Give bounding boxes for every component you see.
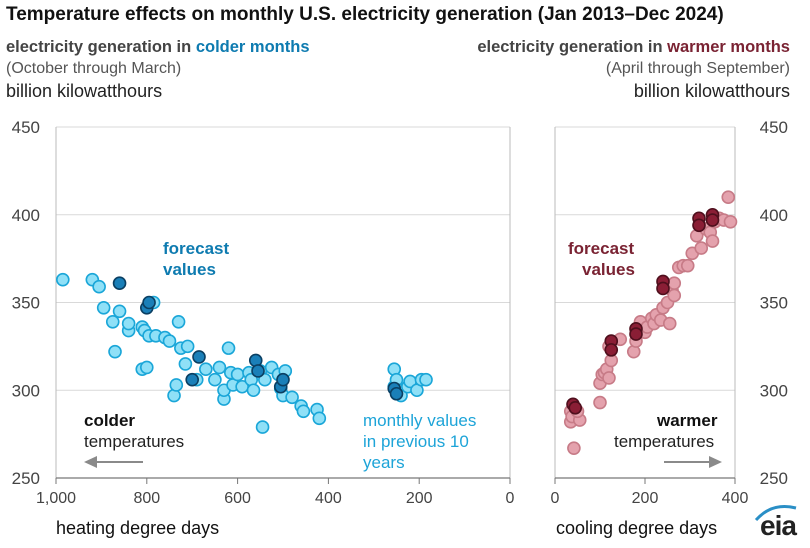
y-tick-label: 250: [12, 469, 40, 488]
right-x-axis-label: cooling degree days: [556, 518, 718, 538]
past-value-point: [96, 300, 111, 315]
x-tick-label: 600: [224, 490, 251, 507]
data-points: [56, 190, 738, 455]
monthly-values-label-2: in previous 10: [363, 432, 469, 451]
tick-labels: 1,000 800 600 400 200 0 250 300 350 400 450 0 200 400…: [12, 118, 788, 507]
y-tick-label: 300: [760, 381, 788, 400]
forecast-value-point: [185, 372, 199, 387]
past-value-point: [285, 390, 299, 405]
x-tick-label: 200: [632, 490, 659, 507]
y-tick-label: 250: [760, 469, 788, 488]
past-value-point: [212, 360, 227, 375]
past-value-point: [92, 279, 106, 294]
past-value-point: [56, 272, 70, 287]
monthly-values-label-1: monthly values: [363, 411, 477, 430]
left-x-axis-label: heating degree days: [56, 518, 220, 538]
forecast-value-point: [656, 281, 670, 296]
forecast-value-point: [705, 213, 720, 227]
forecast-value-point: [251, 364, 265, 378]
forecast-right-label-1: forecast: [568, 239, 635, 258]
y-tick-label: 350: [12, 294, 40, 313]
forecast-value-point: [629, 327, 643, 341]
past-value-point: [667, 276, 682, 290]
past-value-point: [667, 288, 682, 303]
past-value-point: [255, 420, 270, 434]
warmer-label: warmer: [657, 411, 718, 430]
right-header-prefix: electricity generation in: [477, 38, 668, 56]
x-tick-label: 0: [551, 490, 560, 507]
forecast-value-point: [192, 350, 206, 364]
x-tick-label: 200: [406, 490, 433, 507]
chart-title: Temperature effects on monthly U.S. elec…: [6, 4, 724, 25]
monthly-values-label-3: years: [363, 453, 405, 472]
right-panel-months: (April through September): [605, 60, 790, 77]
eia-logo: eia: [760, 510, 797, 541]
left-panel-header: electricity generation in colder months: [6, 38, 310, 57]
right-panel-unit: billion kilowatthours: [633, 81, 790, 101]
y-tick-label: 350: [760, 294, 788, 313]
colder-label: colder: [84, 411, 136, 430]
past-value-point: [662, 316, 677, 331]
past-value-point: [602, 371, 616, 385]
past-value-point: [567, 441, 581, 455]
right-header-highlight: warmer months: [667, 38, 790, 56]
past-value-point: [121, 316, 136, 331]
left-header-highlight: colder months: [195, 38, 310, 56]
forecast-left-label-1: forecast: [163, 239, 230, 258]
forecast-value-point: [276, 372, 290, 387]
past-value-point: [705, 234, 720, 248]
past-value-point: [112, 304, 127, 319]
past-value-point: [199, 362, 213, 376]
axes: [55, 127, 736, 484]
past-value-point: [169, 378, 184, 392]
past-value-point: [140, 360, 154, 375]
y-tick-label: 450: [760, 118, 788, 137]
forecast-value-point: [142, 295, 156, 310]
past-value-point: [230, 367, 245, 382]
right-panel-header: electricity generation in warmer months: [477, 38, 790, 57]
past-value-point: [694, 241, 709, 255]
forecast-value-point: [604, 343, 619, 357]
x-tick-label: 0: [506, 490, 515, 507]
x-tick-label: 400: [315, 490, 342, 507]
forecast-value-point: [568, 400, 583, 415]
past-value-point: [246, 383, 261, 398]
past-value-point: [723, 214, 738, 229]
y-tick-label: 400: [12, 206, 40, 225]
warmer-temperatures-label: temperatures: [614, 432, 715, 451]
past-value-point: [208, 372, 222, 387]
past-value-point: [419, 372, 433, 387]
left-panel-unit: billion kilowatthours: [6, 81, 163, 101]
x-tick-label: 1,000: [36, 490, 76, 507]
past-value-point: [258, 372, 272, 387]
past-value-point: [221, 341, 236, 355]
x-tick-label: 800: [133, 490, 160, 507]
y-tick-label: 400: [760, 206, 788, 225]
past-value-point: [593, 395, 607, 410]
forecast-right-label-2: values: [582, 260, 635, 279]
warmer-arrow: [664, 456, 722, 468]
past-value-point: [171, 315, 186, 329]
past-value-point: [180, 339, 195, 354]
colder-temperatures-label: temperatures: [84, 432, 185, 451]
y-tick-label: 450: [12, 118, 40, 137]
colder-arrow: [84, 456, 143, 468]
forecast-value-point: [112, 276, 127, 290]
left-header-prefix: electricity generation in: [6, 38, 196, 56]
x-tick-label: 400: [722, 490, 749, 507]
past-value-point: [178, 357, 193, 371]
forecast-value-point: [389, 386, 404, 401]
past-value-point: [105, 315, 120, 329]
forecast-value-point: [692, 218, 706, 233]
past-value-point: [721, 190, 736, 204]
forecast-left-label-2: values: [163, 260, 216, 279]
y-tick-label: 300: [12, 381, 40, 400]
past-value-point: [162, 334, 177, 348]
past-value-point: [312, 411, 327, 426]
past-value-point: [680, 258, 695, 273]
past-value-point: [108, 344, 122, 359]
past-value-point: [296, 404, 311, 419]
left-panel-months: (October through March): [6, 60, 182, 77]
